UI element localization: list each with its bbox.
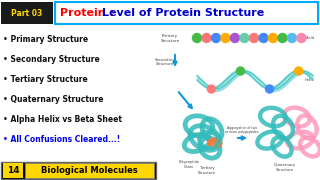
Text: • Alpha Helix vs Beta Sheet: • Alpha Helix vs Beta Sheet (3, 115, 122, 124)
Text: Primary
Structure: Primary Structure (160, 34, 180, 43)
Circle shape (259, 33, 268, 42)
Circle shape (230, 33, 239, 42)
Circle shape (236, 67, 244, 75)
FancyBboxPatch shape (55, 2, 318, 24)
Text: Tertiary
Structure: Tertiary Structure (198, 166, 216, 175)
Text: • Tertiary Structure: • Tertiary Structure (3, 75, 88, 84)
Circle shape (221, 33, 230, 42)
Text: Protein :: Protein : (60, 8, 118, 18)
Circle shape (193, 33, 202, 42)
Circle shape (207, 85, 215, 93)
Circle shape (266, 85, 274, 93)
Text: Polypeptide
Chain: Polypeptide Chain (179, 160, 199, 169)
Text: • Secondary Structure: • Secondary Structure (3, 55, 100, 64)
Text: Aggregation of two
or more polypeptides: Aggregation of two or more polypeptides (225, 126, 259, 134)
FancyBboxPatch shape (25, 163, 154, 178)
Text: Secondary
Structure: Secondary Structure (155, 58, 175, 66)
Text: 14: 14 (7, 166, 19, 175)
Text: Quaternary
Structure: Quaternary Structure (274, 163, 296, 172)
Circle shape (212, 33, 220, 42)
Circle shape (250, 33, 259, 42)
Circle shape (240, 33, 249, 42)
Circle shape (202, 33, 211, 42)
Text: Helix: Helix (304, 78, 314, 82)
Text: • All Confusions Cleared...!: • All Confusions Cleared...! (3, 135, 120, 144)
FancyBboxPatch shape (1, 162, 156, 179)
Circle shape (268, 33, 277, 42)
Ellipse shape (208, 138, 222, 148)
Text: Level of Protein Structure: Level of Protein Structure (102, 8, 264, 18)
Text: • Primary Structure: • Primary Structure (3, 35, 88, 44)
Circle shape (287, 33, 297, 42)
Text: Biological Molecules: Biological Molecules (41, 166, 137, 175)
Text: • Quaternary Structure: • Quaternary Structure (3, 95, 103, 104)
Circle shape (278, 33, 287, 42)
Text: Amino Acid: Amino Acid (292, 36, 314, 40)
FancyBboxPatch shape (1, 2, 53, 24)
Circle shape (295, 67, 303, 75)
FancyBboxPatch shape (3, 163, 23, 178)
Text: Part 03: Part 03 (12, 8, 43, 17)
Circle shape (297, 33, 306, 42)
